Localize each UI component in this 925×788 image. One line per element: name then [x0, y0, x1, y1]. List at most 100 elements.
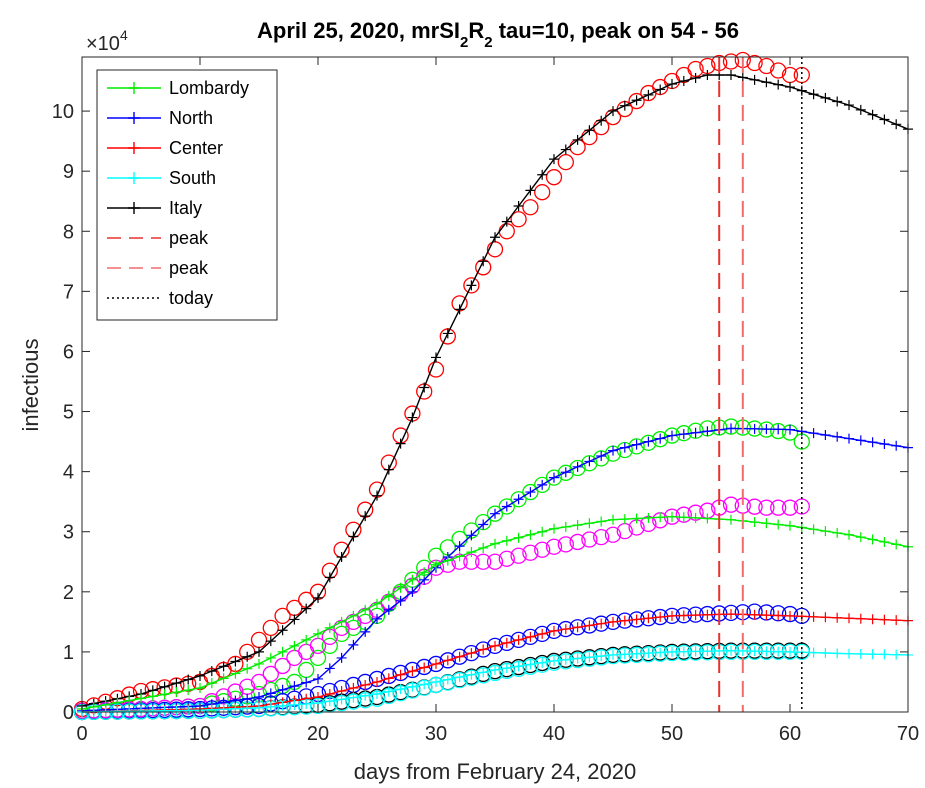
y-tick-label: 4 [63, 462, 74, 484]
plus-marker [242, 651, 253, 662]
plus-marker [466, 669, 477, 680]
plus-marker [879, 649, 890, 660]
plus-marker [572, 134, 583, 145]
observed-point [274, 607, 291, 625]
plus-marker [159, 689, 170, 700]
plus-marker [183, 674, 194, 685]
title-sub1: 2 [460, 34, 468, 51]
plus-marker [773, 610, 784, 621]
plus-marker [454, 672, 465, 683]
plus-marker [619, 442, 630, 453]
plus-marker [643, 436, 654, 447]
observed-point [722, 53, 740, 70]
legend-label: peak [169, 258, 209, 278]
plus-marker [631, 648, 642, 659]
plus-marker [631, 614, 642, 625]
plus-marker [124, 695, 135, 706]
plus-marker [690, 512, 701, 523]
plus-marker [478, 667, 489, 678]
observed-point [557, 154, 574, 171]
plus-marker [206, 666, 217, 677]
plus-marker [549, 523, 559, 534]
plus-marker [513, 201, 524, 212]
plus-marker [442, 655, 453, 666]
legend-entry: peak [107, 258, 209, 278]
plus-marker [537, 628, 548, 639]
plus-marker [690, 73, 701, 84]
x-tick-label: 60 [779, 723, 801, 745]
plus-marker [549, 625, 559, 636]
plus-marker [372, 598, 382, 609]
observed-point [581, 617, 598, 634]
plus-marker [820, 429, 831, 440]
plus-marker [360, 511, 371, 522]
plus-marker [678, 610, 689, 621]
plus-marker [832, 648, 843, 659]
observed-point [604, 526, 622, 543]
observed-point [498, 550, 515, 567]
plus-marker [655, 433, 666, 444]
plus-marker [702, 513, 713, 524]
plus-marker [490, 538, 500, 549]
plus-marker [761, 77, 772, 88]
plus-marker [478, 542, 489, 553]
plus-marker [773, 424, 784, 435]
plus-marker [631, 439, 642, 450]
legend-marker [128, 82, 140, 94]
plus-marker [726, 70, 736, 81]
plus-marker [726, 645, 736, 656]
plus-marker [608, 514, 618, 525]
plus-marker [242, 663, 253, 674]
observed-point [250, 673, 268, 691]
plus-marker [348, 682, 359, 693]
plus-marker [466, 280, 477, 291]
plus-marker [513, 532, 524, 543]
plus-marker [195, 682, 205, 693]
plus-marker [572, 461, 583, 472]
plus-marker [549, 472, 559, 483]
legend-label: South [169, 168, 216, 188]
plus-marker [513, 661, 524, 672]
plus-marker [808, 89, 819, 100]
x-tick-label: 30 [425, 723, 447, 745]
plus-marker [419, 382, 430, 393]
x-axis-label: days from February 24, 2020 [354, 759, 636, 784]
plus-marker [631, 513, 642, 524]
plus-marker [867, 437, 878, 448]
plus-marker [407, 412, 418, 423]
legend-entry: Lombardy [107, 78, 249, 98]
plus-marker [785, 646, 795, 657]
plus-marker [608, 106, 618, 117]
plus-marker [289, 640, 300, 651]
plus-marker [324, 663, 335, 674]
plus-marker [560, 521, 571, 532]
plus-marker [820, 526, 831, 537]
plus-marker [525, 487, 536, 498]
plus-marker [608, 649, 618, 660]
observed-point [722, 496, 740, 513]
plus-marker [159, 705, 170, 716]
observed-point [604, 613, 622, 631]
plus-marker [667, 646, 677, 657]
axis-ticks: 0 10 20 30 40 50 60 70 0 1 2 3 4 5 6 7 8 9 10 [52, 57, 919, 745]
plus-marker [749, 609, 760, 620]
plus-marker [844, 613, 854, 624]
plus-marker [383, 673, 394, 684]
plus-marker [537, 657, 548, 668]
observed-point [770, 605, 787, 622]
legend-marker [128, 112, 140, 124]
observed-point [770, 499, 787, 516]
plus-marker [891, 649, 902, 660]
plus-marker [313, 628, 323, 639]
plus-marker [395, 595, 406, 606]
plus-marker [844, 433, 854, 444]
y-tick-label: 0 [63, 702, 74, 724]
plus-marker [171, 705, 182, 716]
plus-marker [773, 79, 784, 90]
plus-marker [608, 445, 618, 456]
plus-marker [832, 612, 843, 623]
observed-point [781, 499, 799, 516]
plus-marker [336, 685, 347, 696]
plus-marker [749, 74, 760, 85]
plus-marker [206, 704, 217, 715]
